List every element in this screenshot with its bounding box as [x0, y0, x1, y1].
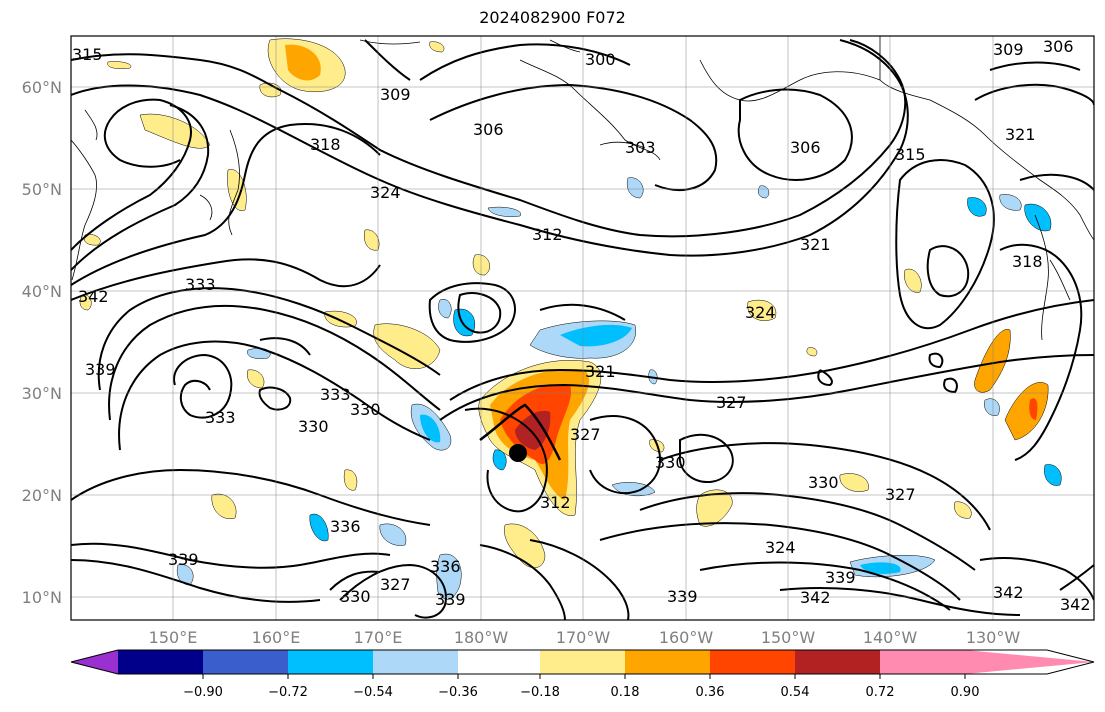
- contour-label: 339: [435, 590, 466, 609]
- colorbar-tick-label: −0.18: [520, 685, 560, 700]
- contour-label: 315: [895, 145, 926, 164]
- lat-label: 60°N: [22, 78, 62, 97]
- colorbar-bin: [710, 650, 795, 674]
- colorbar-bin: [880, 650, 965, 674]
- contour-label: 327: [380, 575, 411, 594]
- map-title: 2024082900 F072: [479, 8, 626, 27]
- contour-label: 339: [667, 587, 698, 606]
- contour-label: 315: [72, 45, 103, 64]
- colorbar-bin: [458, 650, 540, 674]
- contour-label: 342: [78, 287, 109, 306]
- colorbar-labels: −0.90 −0.72 −0.54 −0.36 −0.18 0.18 0.36 …: [183, 685, 979, 700]
- colorbar: [70, 649, 1095, 675]
- contour-label-group: 315 300 306 309 309 306 303 306 318 324 …: [72, 37, 1091, 614]
- colorbar-tick-label: −0.36: [438, 685, 478, 700]
- contour-label: 339: [85, 360, 116, 379]
- contour-label: 306: [473, 120, 504, 139]
- colorbar-tick-label: −0.54: [353, 685, 393, 700]
- contour-label: 342: [800, 588, 831, 607]
- contour-label: 321: [585, 362, 616, 381]
- lon-label: 130°W: [966, 628, 1021, 647]
- colorbar-tick-label: −0.90: [183, 685, 223, 700]
- map-frame-border: [70, 35, 1095, 621]
- lat-label: 10°N: [22, 588, 62, 607]
- contour-label: 333: [320, 385, 351, 404]
- contour-label: 321: [800, 235, 831, 254]
- colorbar-tick-label: −0.72: [268, 685, 308, 700]
- gridlines: [71, 36, 1094, 620]
- colorbar-tick-label: 0.18: [611, 685, 640, 700]
- lon-label: 140°W: [863, 628, 918, 647]
- lon-label: 180°W: [454, 628, 509, 647]
- colorbar-bin: [118, 650, 203, 674]
- contour-lines: [71, 39, 1094, 620]
- contour-label: 306: [1043, 37, 1074, 56]
- lon-label: 160°E: [252, 628, 301, 647]
- contour-label: 324: [765, 538, 796, 557]
- lat-label: 30°N: [22, 384, 62, 403]
- lon-label: 160°W: [659, 628, 714, 647]
- colorbar-bin: [540, 650, 625, 674]
- contour-label: 333: [185, 275, 216, 294]
- contour-label: 300: [585, 50, 616, 69]
- contour-label: 330: [350, 400, 381, 419]
- longitude-labels: 150°E 160°E 170°E 180°W 170°W 160°W 150°…: [149, 628, 1021, 647]
- contour-label: 312: [540, 493, 571, 512]
- contour-label: 330: [655, 453, 686, 472]
- contour-label: 333: [205, 408, 236, 427]
- lat-label: 50°N: [22, 180, 62, 199]
- contour-label: 303: [625, 138, 656, 157]
- colorbar-extend-low: [71, 650, 118, 674]
- colorbar-tick-label: 0.54: [781, 685, 810, 700]
- lon-label: 170°E: [354, 628, 403, 647]
- colorbar-bin: [203, 650, 288, 674]
- contour-label: 312: [532, 225, 563, 244]
- lon-label: 170°W: [556, 628, 611, 647]
- storm-track-line: [479, 403, 562, 461]
- contour-label: 339: [825, 568, 856, 587]
- contour-label: 309: [993, 40, 1024, 59]
- storm-position-marker: [509, 444, 527, 462]
- lon-label: 150°E: [149, 628, 198, 647]
- contour-label: 342: [1060, 595, 1091, 614]
- colorbar-tick-label: 0.36: [696, 685, 725, 700]
- contour-label: 342: [993, 583, 1024, 602]
- contour-label: 339: [168, 550, 199, 569]
- contour-label: 318: [1012, 252, 1043, 271]
- contour-label: 336: [330, 517, 361, 536]
- lat-label: 40°N: [22, 282, 62, 301]
- contour-label: 309: [380, 85, 411, 104]
- contour-label: 306: [790, 138, 821, 157]
- colorbar-tick-label: 0.72: [866, 685, 895, 700]
- colorbar-bin: [795, 650, 880, 674]
- contour-label: 336: [430, 557, 461, 576]
- latitude-labels: 60°N 50°N 40°N 30°N 20°N 10°N: [22, 78, 62, 607]
- colorbar-outline: [70, 649, 1095, 675]
- contour-label: 318: [310, 135, 341, 154]
- contour-label: 321: [1005, 125, 1036, 144]
- colorbar-bin: [288, 650, 373, 674]
- contour-label: 330: [340, 587, 371, 606]
- contour-label: 330: [298, 417, 329, 436]
- colorbar-bin: [373, 650, 458, 674]
- lat-label: 20°N: [22, 486, 62, 505]
- shaded-field: [79, 38, 1062, 600]
- colorbar-extend-high: [965, 650, 1094, 674]
- colorbar-ticks: [202, 674, 966, 679]
- contour-label: 327: [570, 425, 601, 444]
- contour-label: 324: [745, 303, 776, 322]
- coastlines: [71, 36, 1094, 341]
- lon-label: 150°W: [761, 628, 816, 647]
- contour-label: 327: [885, 485, 916, 504]
- colorbar-bin: [625, 650, 710, 674]
- contour-label: 324: [370, 183, 401, 202]
- contour-label: 327: [716, 393, 747, 412]
- contour-label: 330: [808, 473, 839, 492]
- colorbar-tick-label: 0.90: [951, 685, 980, 700]
